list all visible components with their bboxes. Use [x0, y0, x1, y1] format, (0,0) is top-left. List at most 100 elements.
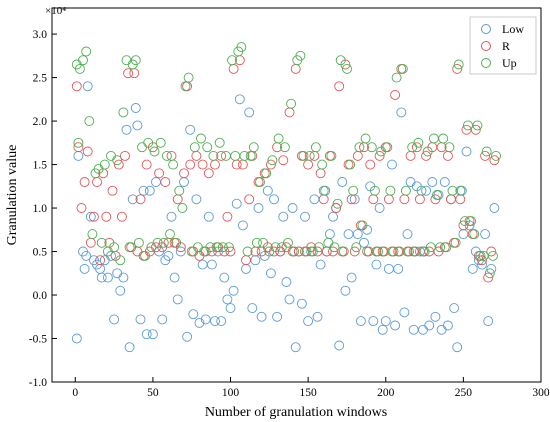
data-point-up — [314, 242, 324, 253]
data-point-up — [165, 229, 175, 240]
data-point-low — [489, 203, 500, 213]
y-tick-label: 3.0 — [33, 29, 48, 41]
x-tick-label: 50 — [147, 387, 159, 399]
data-point-up — [459, 216, 470, 227]
data-point-r — [160, 177, 171, 187]
data-point-r — [107, 185, 118, 196]
data-point-low — [439, 177, 450, 187]
data-point-low — [284, 294, 295, 305]
data-point-up — [416, 185, 427, 196]
data-point-up — [435, 242, 446, 253]
data-point-low — [452, 342, 463, 353]
data-point-r — [71, 81, 82, 92]
data-point-low — [163, 250, 174, 261]
data-point-up — [251, 237, 262, 248]
data-point-low — [157, 314, 168, 325]
plot-frame — [51, 7, 542, 383]
legend-marker-up — [481, 58, 491, 68]
data-point-low — [185, 124, 196, 135]
data-point-up — [388, 246, 399, 257]
x-tick-label: 100 — [222, 387, 240, 399]
data-point-up — [422, 146, 433, 157]
data-point-low — [287, 203, 298, 213]
data-point-low — [449, 303, 460, 314]
x-tick-label: 0 — [72, 387, 78, 399]
x-tick-label: 200 — [377, 387, 395, 399]
y-tick-label: 1.0 — [33, 203, 48, 215]
data-point-low — [359, 237, 369, 248]
data-point-up — [205, 242, 216, 253]
data-point-low — [121, 124, 132, 135]
data-point-r — [216, 150, 227, 161]
data-point-up — [472, 120, 483, 131]
data-point-low — [368, 316, 379, 327]
data-point-r — [222, 211, 233, 222]
x-axis: 0 50 100 150 200 250 300 — [72, 377, 550, 399]
data-point-up — [214, 137, 225, 148]
data-point-low — [337, 177, 348, 187]
data-point-low — [377, 324, 388, 335]
data-point-up — [211, 242, 222, 253]
data-point-r — [374, 150, 385, 161]
data-point-up — [342, 63, 352, 74]
data-point-low — [265, 268, 276, 279]
data-point-r — [203, 168, 214, 179]
data-point-up — [140, 250, 151, 261]
data-point-up — [74, 63, 85, 74]
data-point-up — [320, 185, 331, 196]
data-point-r — [185, 159, 196, 170]
data-point-low — [346, 272, 357, 283]
data-point-up — [267, 155, 278, 166]
data-point-r — [82, 146, 93, 157]
data-point-up — [208, 150, 219, 161]
data-point-up — [78, 55, 88, 66]
y-tick-label: -1.0 — [29, 377, 47, 389]
data-point-low — [172, 294, 183, 305]
data-point-r — [269, 246, 279, 257]
data-point-low — [82, 81, 93, 92]
data-point-up — [133, 237, 144, 248]
data-point-low — [231, 198, 242, 209]
data-point-low — [380, 316, 391, 327]
data-point-low — [355, 316, 366, 327]
y-tick-label: 2.5 — [33, 73, 48, 85]
data-point-up — [242, 246, 253, 257]
data-point-low — [247, 303, 258, 314]
data-point-up — [475, 250, 486, 261]
y-axis-title: Granulation value — [5, 145, 20, 246]
data-point-low — [127, 194, 138, 205]
data-point-low — [396, 107, 407, 118]
data-point-r — [76, 203, 87, 213]
data-point-low — [328, 211, 338, 222]
data-point-up — [273, 133, 284, 144]
y-tick-label: 2.0 — [33, 116, 48, 128]
data-point-low — [480, 229, 491, 240]
y-axis: -1.0 -0.5 0.0 0.5 1.0 1.5 2.0 2.5 3.0 — [29, 29, 57, 389]
data-point-up — [96, 237, 107, 248]
data-point-up — [491, 150, 501, 161]
data-point-up — [270, 242, 281, 253]
data-point-low — [281, 277, 292, 287]
data-point-r — [101, 211, 112, 222]
data-point-up — [152, 237, 163, 248]
data-point-up — [453, 59, 464, 70]
data-point-up — [183, 72, 194, 83]
data-point-up — [326, 150, 337, 161]
legend-label-up: Up — [502, 56, 517, 70]
data-point-up — [348, 185, 359, 196]
data-point-r — [73, 142, 84, 153]
data-point-up — [369, 185, 380, 196]
data-point-up — [196, 133, 206, 144]
data-point-low — [206, 259, 217, 270]
data-point-up — [351, 242, 362, 253]
data-point-up — [81, 46, 92, 57]
data-point-r — [421, 150, 432, 161]
data-point-up — [202, 142, 213, 153]
data-point-r — [411, 142, 422, 153]
y-multiplier-label: ×10⁴ — [45, 5, 66, 17]
data-point-low — [130, 103, 141, 113]
legend: Low R Up — [469, 16, 537, 75]
data-point-up — [310, 142, 321, 153]
data-point-up — [357, 220, 368, 231]
data-point-low — [188, 309, 199, 320]
